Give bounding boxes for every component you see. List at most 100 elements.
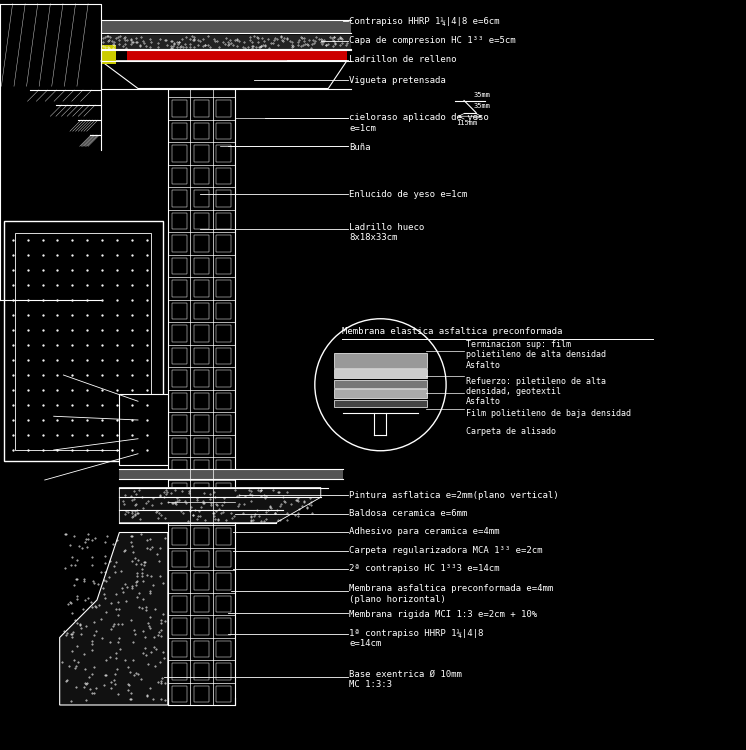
Bar <box>194 663 209 680</box>
Bar <box>216 393 231 410</box>
Bar <box>216 348 231 364</box>
Bar <box>216 483 231 500</box>
Bar <box>194 550 209 567</box>
Bar <box>194 686 209 702</box>
Bar <box>334 380 427 388</box>
Bar <box>172 416 186 432</box>
Bar <box>172 528 186 544</box>
Bar <box>334 369 427 378</box>
Bar <box>30 90 101 105</box>
Bar <box>194 190 209 207</box>
Bar <box>90 135 101 150</box>
Text: Adhesivo para ceramica e=4mm: Adhesivo para ceramica e=4mm <box>349 527 500 536</box>
Bar <box>216 280 231 297</box>
Text: Capa de compresion HC 1³³ e=5cm: Capa de compresion HC 1³³ e=5cm <box>349 36 515 45</box>
Bar <box>216 663 231 680</box>
Bar <box>172 596 186 612</box>
Text: Buña: Buña <box>349 143 371 152</box>
Bar <box>194 280 209 297</box>
Bar <box>334 389 427 398</box>
Text: Pintura asflatica e=2mm(plano vertical): Pintura asflatica e=2mm(plano vertical) <box>349 490 559 500</box>
Circle shape <box>315 319 446 451</box>
Bar <box>194 100 209 117</box>
Text: cieloraso aplicado de yeso
e=1cm: cieloraso aplicado de yeso e=1cm <box>349 113 489 133</box>
Bar <box>4 221 163 461</box>
Text: Base exentrica Ø 10mm
MC 1:3:3: Base exentrica Ø 10mm MC 1:3:3 <box>349 670 462 689</box>
Bar <box>216 618 231 634</box>
Bar <box>172 483 186 500</box>
Bar <box>172 190 186 207</box>
Bar <box>194 213 209 230</box>
Bar <box>172 370 186 387</box>
Bar <box>194 618 209 634</box>
Bar <box>194 348 209 364</box>
Bar <box>216 460 231 477</box>
Bar <box>216 528 231 544</box>
Bar <box>216 416 231 432</box>
Bar <box>172 348 186 364</box>
Bar <box>172 123 186 140</box>
Bar <box>216 190 231 207</box>
Bar <box>172 663 186 680</box>
Bar <box>194 640 209 657</box>
Bar <box>194 303 209 320</box>
Bar <box>194 438 209 454</box>
Bar <box>216 550 231 567</box>
Bar <box>15 232 151 450</box>
Bar <box>216 236 231 252</box>
Bar <box>194 370 209 387</box>
Bar <box>194 596 209 612</box>
Bar <box>119 469 343 478</box>
Bar <box>172 573 186 590</box>
Text: Ladrillon de relleno: Ladrillon de relleno <box>349 56 457 64</box>
Bar <box>172 326 186 342</box>
Text: 1ª contrapiso HHRP 1¼|4|8
e=14cm: 1ª contrapiso HHRP 1¼|4|8 e=14cm <box>349 628 483 648</box>
Text: Ladrillo hueco
8x18x33cm: Ladrillo hueco 8x18x33cm <box>349 223 424 242</box>
Bar <box>172 168 186 184</box>
Bar <box>56 105 101 120</box>
Bar <box>194 326 209 342</box>
Bar <box>119 488 321 497</box>
Text: Carpeta regularizadora MCA 1³³ e=2cm: Carpeta regularizadora MCA 1³³ e=2cm <box>349 546 542 555</box>
Bar <box>216 596 231 612</box>
Bar <box>216 370 231 387</box>
Bar <box>172 506 186 522</box>
Text: 35mm: 35mm <box>474 103 491 109</box>
Text: Film polietileno de baja densidad: Film polietileno de baja densidad <box>466 410 631 419</box>
Bar <box>216 146 231 162</box>
Bar <box>194 528 209 544</box>
Bar <box>194 168 209 184</box>
Bar <box>216 438 231 454</box>
Bar <box>194 258 209 274</box>
Bar <box>334 352 427 368</box>
Bar <box>172 550 186 567</box>
Text: 115mm: 115mm <box>457 120 477 126</box>
Bar <box>216 573 231 590</box>
Bar <box>194 146 209 162</box>
Bar <box>194 483 209 500</box>
Bar <box>216 506 231 522</box>
Text: Terminacion sup: film
polietileno de alta densidad
Asfalto: Terminacion sup: film polietileno de alt… <box>466 340 606 370</box>
Text: Baldosa ceramica e=6mm: Baldosa ceramica e=6mm <box>349 509 468 518</box>
Polygon shape <box>101 61 347 88</box>
Text: Membrana asfaltica preconformada e=4mm
(plano horizontal): Membrana asfaltica preconformada e=4mm (… <box>349 584 554 604</box>
Text: Membrana rigida MCI 1:3 e=2cm + 10%: Membrana rigida MCI 1:3 e=2cm + 10% <box>349 610 537 619</box>
Bar <box>194 123 209 140</box>
Bar <box>194 236 209 252</box>
Bar <box>216 326 231 342</box>
Polygon shape <box>119 488 321 523</box>
Bar <box>78 120 101 135</box>
Bar <box>172 236 186 252</box>
Text: Refuerzo: piletileno de alta
densidad, geotextil
Asfalto: Refuerzo: piletileno de alta densidad, g… <box>466 376 606 406</box>
Text: Membrana elastica asfaltica preconformada: Membrana elastica asfaltica preconformad… <box>342 327 562 336</box>
Bar <box>216 100 231 117</box>
Bar <box>172 393 186 410</box>
Bar <box>172 686 186 702</box>
Bar <box>194 460 209 477</box>
Bar <box>172 303 186 320</box>
Bar <box>168 88 235 705</box>
Bar <box>194 416 209 432</box>
Text: Vigueta pretensada: Vigueta pretensada <box>349 76 446 85</box>
Bar <box>216 123 231 140</box>
Bar <box>127 50 347 61</box>
